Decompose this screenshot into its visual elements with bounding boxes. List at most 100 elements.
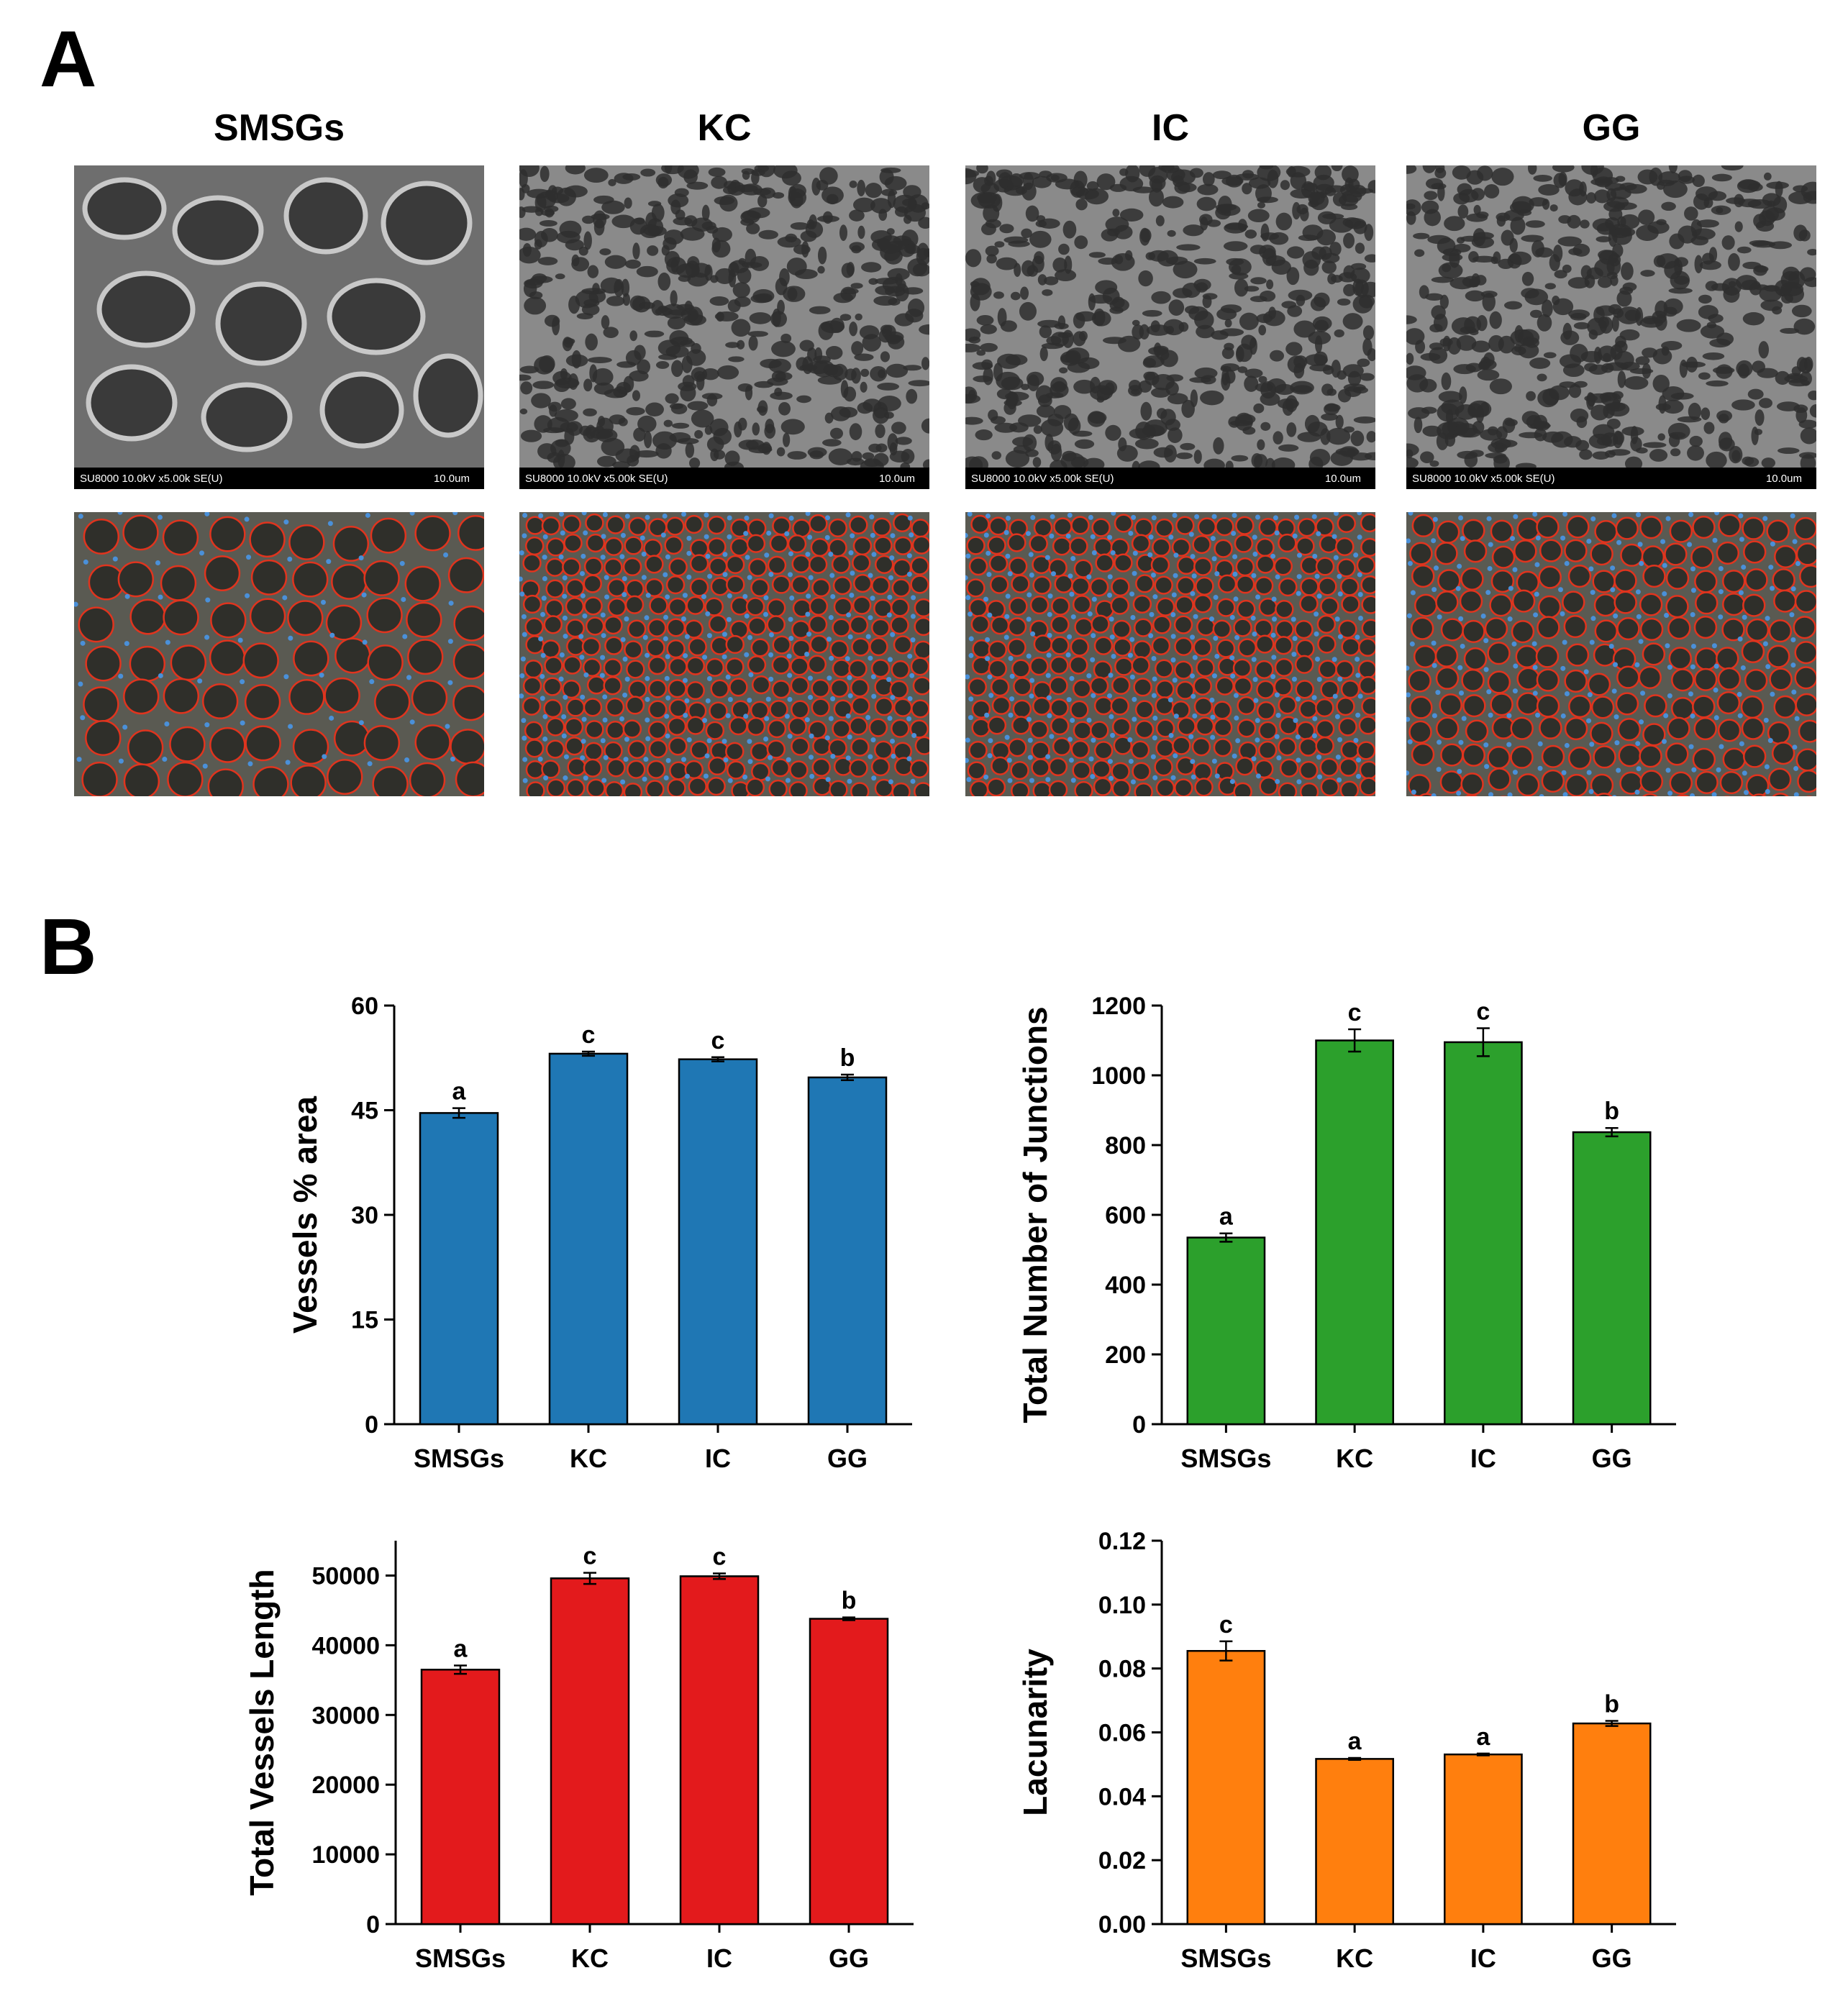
significance-letter: c [583, 1543, 597, 1570]
y-tick-label: 0.02 [1098, 1847, 1146, 1874]
y-tick-label: 45 [351, 1098, 378, 1125]
x-tick-label: KC [1336, 1943, 1373, 1973]
sem-scale-bar: SU8000 10.0kV x5.00k SE(U) 10.0um [965, 468, 1375, 489]
chart-lacunarity: 0.00 0.02 0.04 0.06 0.08 0.10 0.12 Lacunarity c S… [1007, 1489, 1683, 1992]
significance-letter: c [582, 1021, 596, 1049]
x-tick-label: GG [1592, 1444, 1632, 1473]
y-tick-label: 30000 [311, 1702, 380, 1729]
y-tick-label: 20000 [311, 1772, 380, 1799]
y-tick-label: 0 [365, 1411, 378, 1439]
panel-a-label: A [40, 15, 97, 104]
panel-b-label: B [40, 903, 97, 991]
y-tick-label: 0.08 [1098, 1656, 1146, 1683]
column-title-kc: KC [697, 107, 752, 149]
significance-letter: c [711, 1027, 725, 1054]
significance-letter: a [1219, 1203, 1234, 1231]
y-tick-label: 0.04 [1098, 1783, 1146, 1810]
y-axis-label: Vessels % area [286, 1096, 324, 1334]
y-tick-label: 0.12 [1098, 1528, 1146, 1555]
bar [1186, 1649, 1266, 1926]
bar [550, 1577, 630, 1926]
y-tick-label: 200 [1105, 1341, 1146, 1369]
chart-total-junctions: 0 200 400 600 800 1000 1200 Total Number of Jun… [1007, 978, 1683, 1496]
bar [548, 1052, 629, 1426]
y-tick-label: 40000 [311, 1632, 380, 1659]
sem-image-kc: SU8000 10.0kV x5.00k SE(U) 10.0um [519, 165, 929, 489]
y-tick-label: 50000 [311, 1562, 380, 1590]
y-tick-label: 1200 [1091, 993, 1146, 1020]
x-tick-label: SMSGs [414, 1444, 504, 1473]
chart-total-vessels-length: 0 10000 20000 30000 40000 50000 Total Vessels … [243, 1489, 921, 1992]
y-axis-label: Lacunarity [1016, 1649, 1054, 1816]
chart-vessels-area: 0 15 30 45 60 Vessels % area a SMSGs c KC c IC b GG [286, 978, 921, 1496]
bar [419, 1112, 499, 1426]
sem-scale-bar: SU8000 10.0kV x5.00k SE(U) 10.0um [519, 468, 929, 489]
sem-scale-bar: SU8000 10.0kV x5.00k SE(U) 10.0um [1406, 468, 1816, 489]
y-tick-label: 800 [1105, 1132, 1146, 1159]
sem-scale-bar: SU8000 10.0kV x5.00k SE(U) 10.0um [74, 468, 484, 489]
significance-letter: c [1476, 998, 1490, 1026]
sem-image-gg: SU8000 10.0kV x5.00k SE(U) 10.0um [1406, 165, 1816, 489]
x-tick-label: SMSGs [1180, 1943, 1271, 1973]
bar [809, 1618, 889, 1926]
significance-letter: c [1348, 999, 1362, 1026]
y-axis-label: Total Vessels Length [243, 1569, 281, 1895]
bar [678, 1058, 758, 1426]
y-tick-label: 600 [1105, 1202, 1146, 1229]
significance-letter: a [1348, 1728, 1362, 1755]
column-title-ic: IC [1152, 107, 1189, 149]
significance-letter: c [713, 1544, 727, 1571]
x-tick-label: GG [1592, 1943, 1632, 1973]
bar [1572, 1722, 1652, 1926]
bar [1186, 1236, 1266, 1426]
y-tick-label: 15 [351, 1307, 378, 1334]
network-overlay-kc [519, 512, 929, 796]
network-overlay-smsgs [74, 512, 484, 796]
x-tick-label: SMSGs [415, 1943, 506, 1973]
x-tick-label: SMSGs [1180, 1444, 1271, 1473]
significance-letter: a [454, 1635, 468, 1662]
y-tick-label: 10000 [311, 1841, 380, 1869]
y-tick-label: 0.00 [1098, 1911, 1146, 1938]
network-overlay-ic [965, 512, 1375, 796]
x-tick-label: IC [1470, 1943, 1496, 1973]
axes: 0 10000 20000 30000 40000 50000 [311, 1541, 914, 1938]
bar [1444, 1041, 1523, 1426]
y-tick-label: 0.10 [1098, 1592, 1146, 1619]
x-tick-label: KC [570, 1444, 607, 1473]
sem-image-smsgs: SU8000 10.0kV x5.00k SE(U) 10.0um [74, 165, 484, 489]
bar [1572, 1131, 1652, 1426]
x-tick-label: IC [706, 1943, 732, 1973]
significance-letter: b [840, 1044, 855, 1072]
x-tick-label: GG [829, 1943, 869, 1973]
significance-letter: a [452, 1078, 467, 1106]
column-title-smsgs: SMSGs [213, 107, 345, 149]
y-tick-label: 0 [1132, 1411, 1146, 1439]
significance-letter: b [1604, 1098, 1619, 1125]
y-tick-label: 60 [351, 993, 378, 1020]
bar [1315, 1758, 1394, 1926]
bar [420, 1669, 501, 1926]
bar [1444, 1753, 1523, 1926]
network-overlay-gg [1406, 512, 1816, 796]
y-tick-label: 400 [1105, 1272, 1146, 1299]
bar [1315, 1039, 1394, 1426]
column-title-gg: GG [1582, 107, 1641, 149]
y-tick-label: 1000 [1091, 1062, 1146, 1090]
x-tick-label: IC [705, 1444, 731, 1473]
x-tick-label: KC [1336, 1444, 1373, 1473]
significance-letter: a [1476, 1723, 1490, 1751]
significance-letter: b [1604, 1691, 1619, 1718]
y-tick-label: 0.06 [1098, 1720, 1146, 1747]
y-axis-label: Total Number of Junctions [1016, 1006, 1054, 1423]
bar [807, 1076, 888, 1426]
x-tick-label: KC [571, 1943, 609, 1973]
x-tick-label: IC [1470, 1444, 1496, 1473]
x-tick-label: GG [827, 1444, 868, 1473]
y-tick-label: 30 [351, 1202, 378, 1229]
bar [679, 1575, 760, 1926]
sem-image-ic: SU8000 10.0kV x5.00k SE(U) 10.0um [965, 165, 1375, 489]
y-tick-label: 0 [366, 1911, 380, 1938]
significance-letter: b [842, 1587, 857, 1615]
significance-letter: c [1219, 1611, 1233, 1639]
